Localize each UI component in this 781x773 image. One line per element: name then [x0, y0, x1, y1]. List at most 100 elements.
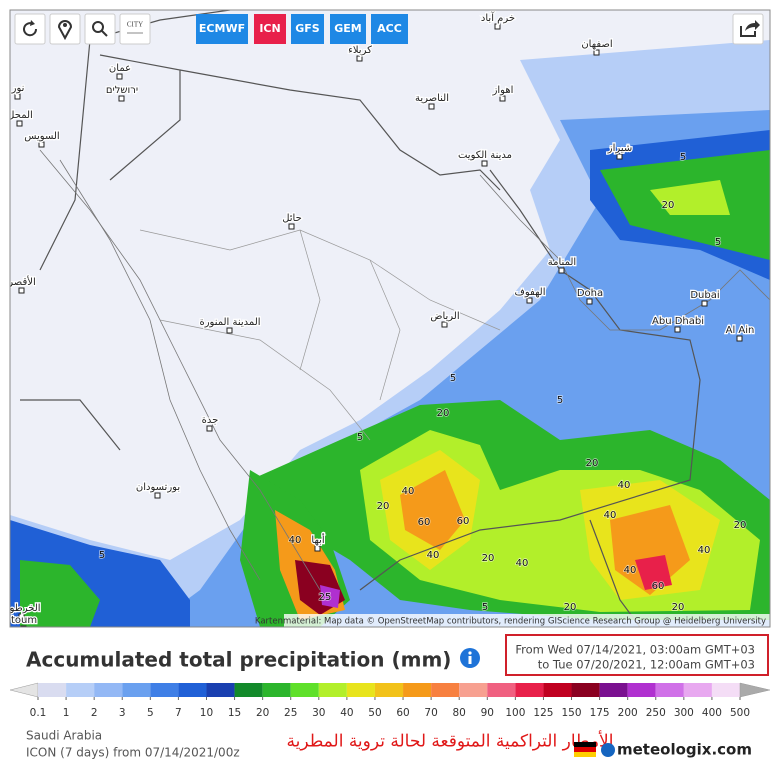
place-label: مدينة الكويت — [458, 150, 512, 161]
contour-label: 40 — [604, 510, 617, 521]
place-marker — [206, 425, 213, 432]
legend-label: 70 — [424, 707, 437, 719]
place-label: حائل — [282, 213, 302, 224]
period-from: From Wed 07/14/2021, 03:00am GMT+03 — [515, 643, 755, 657]
legend-swatch — [431, 683, 460, 697]
place-label: اهواز — [492, 85, 514, 96]
place-label: ירושלים — [106, 85, 138, 96]
rain-area — [610, 505, 690, 595]
model-button[interactable]: ICN — [254, 14, 286, 44]
legend-label: 40 — [340, 707, 353, 719]
legend-label: 60 — [396, 707, 409, 719]
rain-area — [650, 180, 730, 215]
contour-label: 60 — [652, 581, 665, 592]
place-marker — [428, 103, 435, 110]
place-label: السويس — [24, 131, 59, 142]
place-label: عمان — [109, 63, 131, 74]
place-label: المنامة — [548, 257, 576, 268]
model-button-bg — [196, 14, 248, 44]
legend-swatch — [683, 683, 712, 697]
place-label: نور — [11, 83, 25, 94]
contour-label: 20 — [564, 602, 577, 613]
contour-label: 40 — [698, 545, 711, 556]
brand-name: meteologix.com — [617, 741, 752, 759]
refresh-button[interactable] — [14, 13, 46, 45]
legend-swatch — [94, 683, 123, 697]
brand[interactable]: meteologix.com — [601, 741, 752, 759]
place-label: جدة — [202, 415, 219, 426]
regions — [139, 229, 501, 441]
place-marker — [314, 545, 321, 552]
legend-label: 200 — [618, 707, 638, 719]
model-button[interactable]: ACC — [371, 14, 408, 44]
legend-swatch — [346, 683, 375, 697]
model-button[interactable]: GFS — [291, 14, 324, 44]
map-frame — [9, 9, 771, 628]
legend-label: 30 — [312, 707, 325, 719]
place-marker — [481, 160, 488, 167]
contour-label: 40 — [289, 535, 302, 546]
place-label: Al Ain — [726, 325, 755, 336]
model-button-bg — [254, 14, 286, 44]
legend-label: 400 — [702, 707, 722, 719]
contour-label: 40 — [427, 550, 440, 561]
legend-label: 80 — [453, 707, 466, 719]
legend-swatch — [122, 683, 151, 697]
legend-swatch — [150, 683, 179, 697]
legend-label: 50 — [368, 707, 381, 719]
place-marker — [494, 23, 501, 30]
info-icon[interactable] — [460, 648, 480, 668]
region: Saudi Arabia — [26, 729, 102, 743]
legend-label: 175 — [590, 707, 610, 719]
model-button-bg — [330, 14, 366, 44]
contour-labels: 5 5 5 5 5 5 5 20 20 20 20 20 20 20 20 40 40 40 40 40 40 40 40 6… — [98, 151, 747, 614]
model-button[interactable]: ECMWF — [196, 14, 248, 44]
legend-label: 15 — [228, 707, 241, 719]
map[interactable]: خرم آباد اصفهان عمان ירושלים المحل السويس كربل… — [3, 10, 770, 631]
contour-label: 20 — [377, 501, 390, 512]
place-marker — [154, 492, 161, 499]
borders — [20, 10, 701, 627]
model-buttons: ECMWF ICN GFS GEM ACC — [196, 14, 408, 44]
contour-label: 5 — [715, 237, 721, 248]
contour-label: 60 — [418, 517, 431, 528]
legend-label: 100 — [505, 707, 525, 719]
place-label: Abu Dhabi — [652, 316, 704, 327]
place-marker — [356, 55, 363, 62]
place-label: الأقصر — [7, 275, 35, 288]
contour-label: 40 — [516, 558, 529, 569]
model-button[interactable]: GEM — [330, 14, 366, 44]
model-run: ICON (7 days) from 07/14/2021/00z — [26, 746, 240, 760]
legend-swatch — [571, 683, 600, 697]
legend-swatch — [206, 683, 235, 697]
legend-swatch — [543, 683, 572, 697]
place-marker — [616, 153, 623, 160]
contour-label: 20 — [437, 408, 450, 419]
legend-label: 125 — [533, 707, 553, 719]
place-marker — [288, 223, 295, 230]
zoom-button[interactable] — [84, 13, 116, 45]
legend-swatch — [655, 683, 684, 697]
rain-area — [20, 560, 100, 627]
arabic-caption: الأمطار التراكمية المتوقعة لحالة تروية ا… — [287, 731, 614, 752]
place-marker — [18, 287, 25, 294]
place-marker — [118, 95, 125, 102]
city-button[interactable]: CITY — [119, 13, 151, 45]
place-marker — [674, 326, 681, 333]
legend-swatch — [711, 683, 740, 697]
contour-label: 5 — [99, 550, 105, 561]
period-to: to Tue 07/20/2021, 12:00am GMT+03 — [538, 658, 755, 672]
place-label: الهفوف — [514, 287, 545, 298]
legend-label: 0.1 — [30, 707, 47, 719]
place-label: المدينة المنورة — [199, 317, 260, 328]
place-label: كربلاء — [348, 45, 372, 56]
locate-button[interactable] — [49, 13, 81, 45]
place-label: أبها — [311, 533, 324, 546]
contour-label: 20 — [482, 553, 495, 564]
place-marker — [14, 93, 21, 100]
contour-label: 5 — [357, 432, 363, 443]
model-button-label: ICN — [259, 22, 280, 35]
share-button[interactable] — [732, 13, 764, 45]
period-box — [505, 634, 769, 676]
